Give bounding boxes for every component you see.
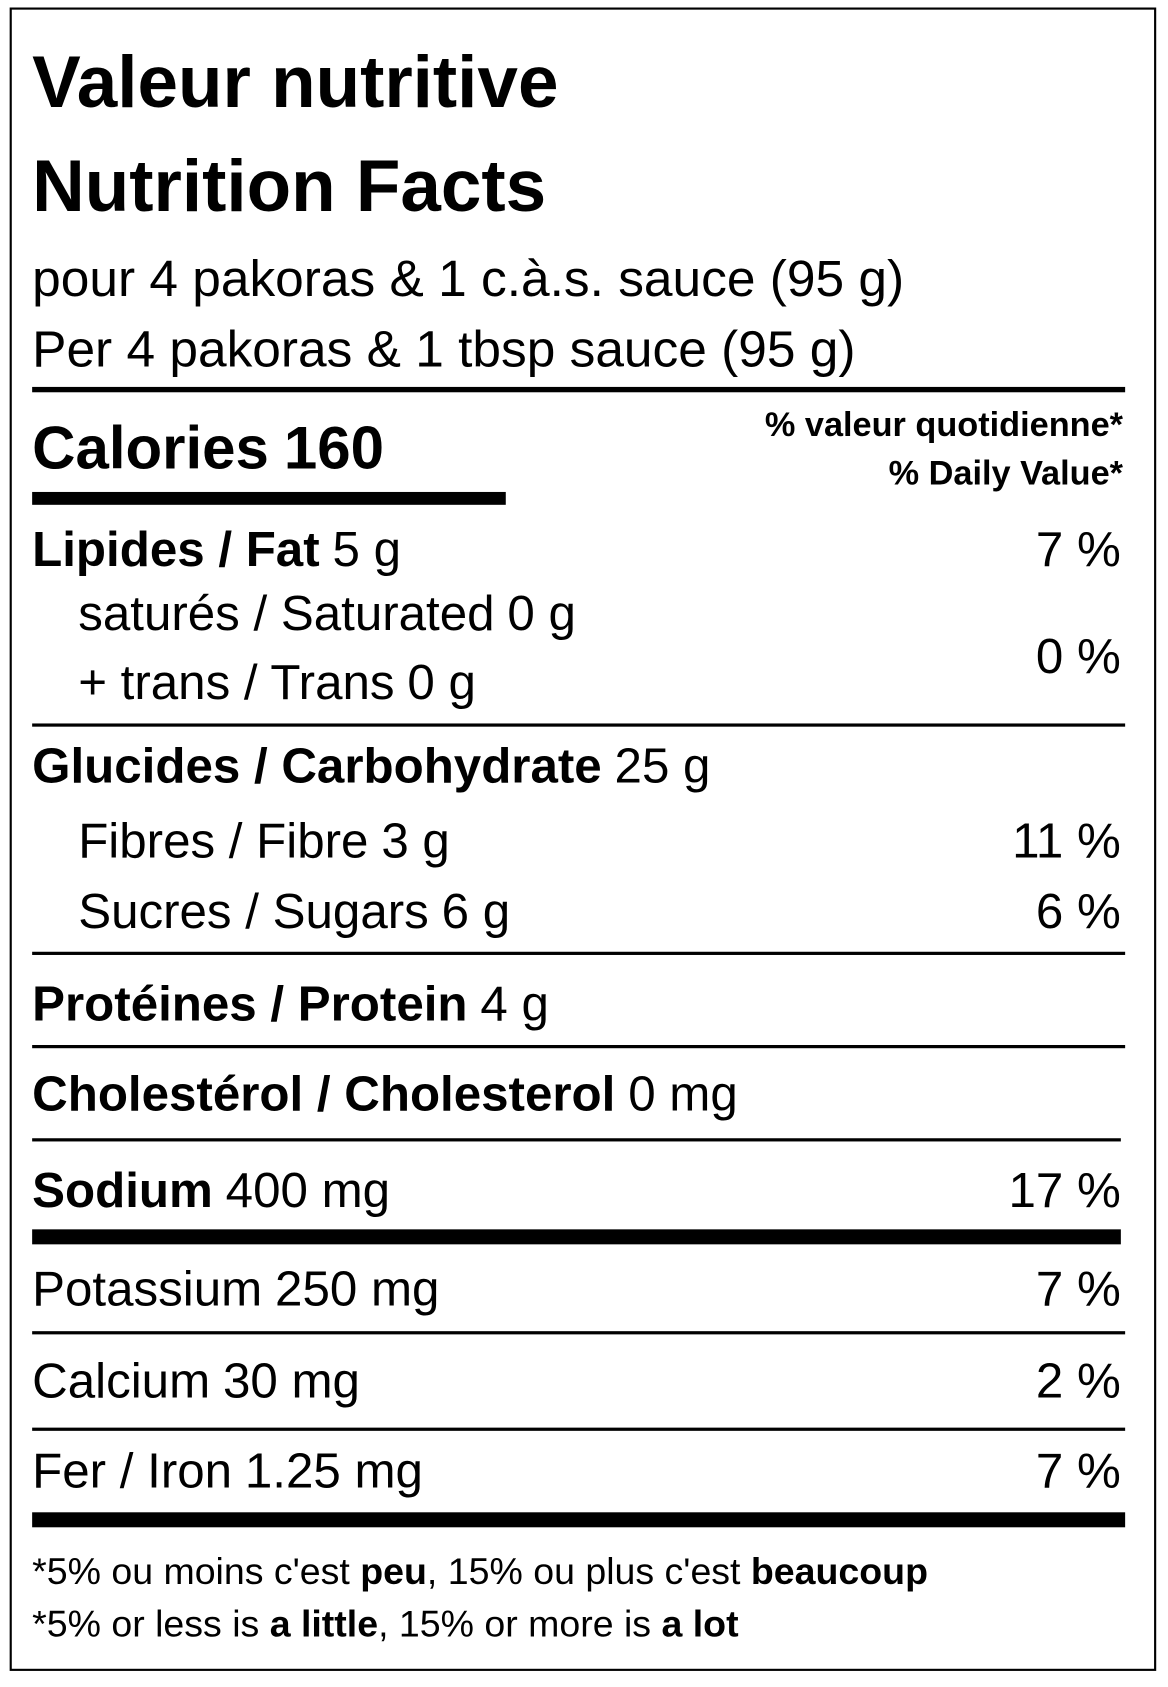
nutrient-amount: 400 mg xyxy=(226,1163,390,1218)
footnote-text: *5% ou moins c'est xyxy=(32,1550,360,1592)
nutrient-label: Sodium xyxy=(32,1163,213,1218)
daily-value: 7 % xyxy=(1036,1444,1121,1499)
footnote-text: , 15% ou plus c'est xyxy=(427,1550,751,1592)
nutrient-amount: 250 mg xyxy=(275,1261,439,1316)
calories-value: 160 xyxy=(284,414,384,481)
border xyxy=(9,7,1157,1671)
title-fr: Valeur nutritive xyxy=(32,42,558,123)
nutrient-row: Sucres / Sugars 6 g xyxy=(78,884,510,939)
nutrient-label: Lipides / Fat xyxy=(32,522,319,577)
daily-value: 7 % xyxy=(1036,1261,1121,1316)
rule xyxy=(32,723,1126,727)
nutrient-row: Potassium 250 mg xyxy=(32,1261,439,1316)
nutrient-label: + trans / Trans xyxy=(78,655,394,710)
nutrient-amount: 4 g xyxy=(480,976,549,1031)
nutrient-row: saturés / Saturated 0 g xyxy=(78,586,576,641)
footnote-text: *5% or less is xyxy=(32,1603,270,1645)
footnote-text: peu xyxy=(360,1550,427,1592)
nutrient-label: Potassium xyxy=(32,1261,262,1316)
nutrient-label: Fer / Iron xyxy=(32,1444,232,1499)
nutrient-amount: 0 g xyxy=(407,655,476,710)
nutrient-label: saturés / Saturated xyxy=(78,586,494,641)
footnote: *5% or less is a little, 15% or more is … xyxy=(32,1603,739,1645)
rule xyxy=(32,1331,1126,1335)
footnote-text: a little xyxy=(270,1603,378,1645)
serving-en: Per 4 pakoras & 1 tbsp sauce (95 g) xyxy=(32,320,855,378)
nutrient-label: Sucres / Sugars xyxy=(78,884,429,939)
footnote: *5% ou moins c'est peu, 15% ou plus c'es… xyxy=(32,1550,928,1592)
rule xyxy=(32,1229,1121,1245)
nutrient-amount: 3 g xyxy=(381,813,450,868)
nutrient-amount: 0 mg xyxy=(628,1066,738,1121)
daily-value: 11 % xyxy=(1012,813,1121,868)
daily-value: 7 % xyxy=(1036,522,1121,577)
nutrient-row: Cholestérol / Cholesterol 0 mg xyxy=(32,1066,738,1121)
daily-value: 6 % xyxy=(1036,884,1121,939)
title-en: Nutrition Facts xyxy=(32,146,546,227)
nutrient-row: Glucides / Carbohydrate 25 g xyxy=(32,738,710,793)
nutrient-row: + trans / Trans 0 g xyxy=(78,655,476,710)
nutrient-row: Sodium 400 mg xyxy=(32,1163,390,1218)
serving-fr: pour 4 pakoras & 1 c.à.s. sauce (95 g) xyxy=(32,249,904,307)
rule xyxy=(32,1138,1121,1142)
nutrient-label: Protéines / Protein xyxy=(32,976,467,1031)
calories: Calories 160 xyxy=(32,414,384,481)
calories-label: Calories xyxy=(32,414,269,481)
nutrient-amount: 5 g xyxy=(332,522,401,577)
nutrient-label: Calcium xyxy=(32,1354,210,1409)
nutrient-amount: 6 g xyxy=(442,884,511,939)
daily-value: 17 % xyxy=(1009,1163,1121,1218)
daily-value: 2 % xyxy=(1036,1354,1121,1409)
nutrient-row: Fibres / Fibre 3 g xyxy=(78,813,450,868)
nutrient-row: Fer / Iron 1.25 mg xyxy=(32,1444,423,1499)
dv-header-fr: % valeur quotidienne* xyxy=(765,406,1124,444)
nutrient-amount: 1.25 mg xyxy=(245,1444,423,1499)
rule xyxy=(32,386,1126,393)
nutrient-label: Glucides / Carbohydrate xyxy=(32,738,602,793)
nutrient-label: Cholestérol / Cholesterol xyxy=(32,1066,615,1121)
nutrient-row: Calcium 30 mg xyxy=(32,1354,360,1409)
nutrient-amount: 25 g xyxy=(615,738,711,793)
dv-header-en: % Daily Value* xyxy=(889,454,1124,492)
footnote-text: a lot xyxy=(661,1603,739,1645)
nutrient-amount: 0 g xyxy=(507,586,576,641)
rule xyxy=(32,951,1126,955)
nutrient-amount: 30 mg xyxy=(223,1354,360,1409)
footnote-text: beaucoup xyxy=(751,1550,928,1592)
nutrient-row: Lipides / Fat 5 g xyxy=(32,522,401,577)
rule xyxy=(32,1512,1126,1528)
nutrient-row: Protéines / Protein 4 g xyxy=(32,976,549,1031)
rule xyxy=(32,1044,1126,1049)
daily-value: 0 % xyxy=(1036,629,1121,684)
footnote-text: , 15% or more is xyxy=(378,1603,661,1645)
nutrient-label: Fibres / Fibre xyxy=(78,813,368,868)
rule xyxy=(32,1427,1126,1431)
rule xyxy=(32,491,506,505)
